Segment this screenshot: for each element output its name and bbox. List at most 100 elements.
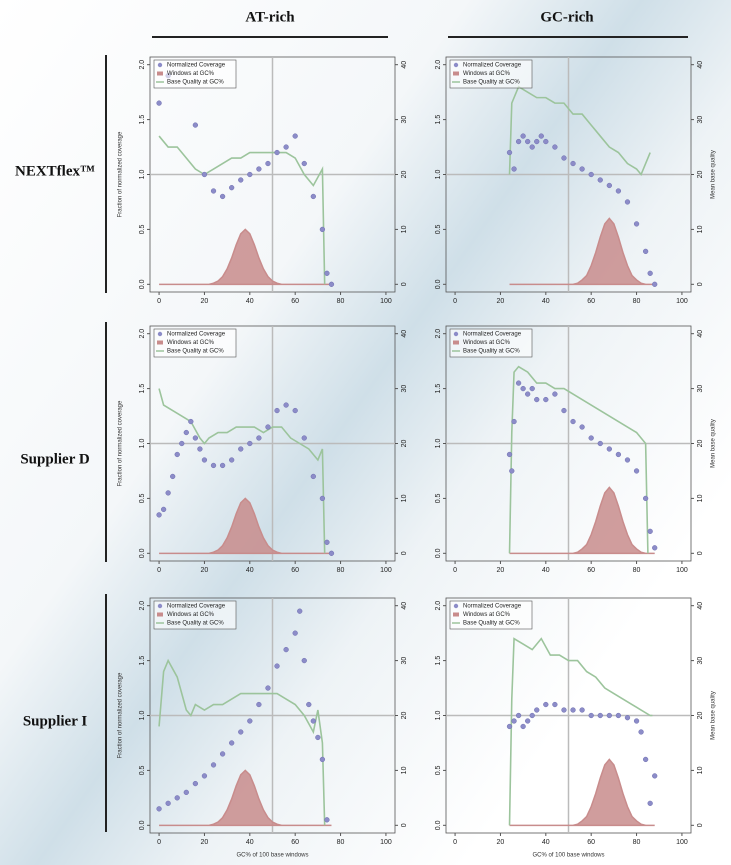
column-header: AT-rich <box>245 9 295 25</box>
y-tick-label: 1.0 <box>435 711 442 721</box>
x-tick-label: 20 <box>201 839 209 846</box>
y-tick-label: 0.5 <box>139 765 146 775</box>
coverage-point <box>652 773 658 779</box>
coverage-point <box>633 221 640 227</box>
legend-label: Normalized Coverage <box>167 604 226 610</box>
coverage-point <box>179 440 185 447</box>
y-tick-label: 0.0 <box>139 279 146 289</box>
y2-tick-label: 40 <box>401 602 408 610</box>
row-label: Supplier I <box>23 713 87 729</box>
coverage-point <box>597 177 603 183</box>
y-tick-label: 1.5 <box>435 656 442 666</box>
y-tick-label: 2.0 <box>435 60 442 70</box>
coverage-point <box>324 539 330 545</box>
y2-tick-label: 0 <box>697 823 704 827</box>
legend-label: Base Quality at GC% <box>463 80 520 86</box>
x-tick-label: 0 <box>453 567 457 574</box>
y-axis-label: Fraction of normalized coverage <box>118 400 124 486</box>
y-tick-label: 0.5 <box>435 493 442 503</box>
legend-marker <box>453 62 459 68</box>
x-tick-label: 60 <box>587 567 595 574</box>
x-tick-label: 80 <box>337 839 345 846</box>
y-tick-label: 2.0 <box>139 60 146 70</box>
coverage-point <box>561 407 567 414</box>
legend-marker <box>453 612 459 617</box>
x-tick-label: 0 <box>453 298 457 305</box>
coverage-point <box>165 800 171 807</box>
coverage-point <box>210 462 217 469</box>
coverage-point <box>520 723 526 730</box>
quality-line <box>508 85 651 177</box>
coverage-point <box>552 391 558 397</box>
coverage-point <box>520 385 526 392</box>
x-tick-label: 100 <box>380 839 392 846</box>
x-tick-label: 40 <box>246 298 254 305</box>
coverage-point <box>319 226 326 233</box>
y2-tick-label: 10 <box>401 766 408 774</box>
y2-tick-label: 10 <box>697 494 704 502</box>
coverage-point <box>561 707 567 713</box>
y2-tick-label: 30 <box>697 385 704 393</box>
coverage-point <box>529 712 535 719</box>
legend-label: Normalized Coverage <box>463 63 522 69</box>
legend-label: Normalized Coverage <box>463 604 522 610</box>
coverage-point <box>543 396 549 403</box>
coverage-point <box>511 166 517 172</box>
histogram-area <box>159 228 332 286</box>
y-tick-label: 0.5 <box>139 493 146 503</box>
coverage-point <box>265 685 271 691</box>
y2-axis-label: Mean base quality <box>711 419 717 468</box>
y-tick-label: 1.5 <box>139 115 146 125</box>
x-tick-label: 100 <box>676 298 688 305</box>
coverage-point <box>197 446 203 452</box>
y2-tick-label: 20 <box>401 712 408 720</box>
x-tick-label: 100 <box>380 298 392 305</box>
coverage-point <box>247 440 253 447</box>
coverage-point <box>192 780 199 787</box>
legend-label: Base Quality at GC% <box>167 349 224 355</box>
quality-line <box>158 658 326 826</box>
legend-label: Windows at GC% <box>463 612 511 618</box>
coverage-point <box>529 385 535 392</box>
x-tick-label: 20 <box>497 298 505 305</box>
legend-label: Windows at GC% <box>463 71 511 77</box>
legend-label: Base Quality at GC% <box>463 349 520 355</box>
coverage-point <box>274 149 280 156</box>
quality-line <box>508 637 653 826</box>
coverage-point <box>192 122 199 128</box>
x-tick-label: 40 <box>246 839 254 846</box>
legend-marker <box>453 603 459 609</box>
coverage-point <box>511 718 517 724</box>
coverage-point <box>615 188 622 194</box>
coverage-point <box>588 435 594 441</box>
x-tick-label: 40 <box>542 567 550 574</box>
coverage-point <box>328 281 335 287</box>
y2-tick-label: 40 <box>401 61 408 69</box>
x-tick-label: 80 <box>633 298 641 305</box>
x-tick-label: 60 <box>291 298 299 305</box>
y-tick-label: 1.5 <box>435 384 442 394</box>
coverage-point <box>525 718 531 724</box>
coverage-point <box>319 495 326 502</box>
coverage-point <box>543 138 549 145</box>
legend-box <box>449 600 533 630</box>
quality-line <box>158 388 326 554</box>
y-axis-label: Fraction of normalized coverage <box>118 672 124 758</box>
coverage-point <box>647 270 653 276</box>
coverage-point <box>292 630 298 636</box>
coverage-point <box>506 723 513 730</box>
coverage-point <box>156 806 162 812</box>
coverage-point <box>615 712 622 719</box>
coverage-point <box>506 149 513 156</box>
y-tick-label: 0.0 <box>139 548 146 558</box>
y-tick-label: 1.0 <box>139 170 146 180</box>
y2-tick-label: 30 <box>401 657 408 665</box>
coverage-point <box>301 160 307 167</box>
coverage-point <box>301 657 307 664</box>
legend-box <box>449 328 533 358</box>
coverage-point <box>515 712 522 719</box>
coverage-point <box>238 177 244 183</box>
legend-label: Windows at GC% <box>167 612 215 618</box>
legend-marker <box>157 331 163 337</box>
y-tick-label: 0.0 <box>435 820 442 830</box>
